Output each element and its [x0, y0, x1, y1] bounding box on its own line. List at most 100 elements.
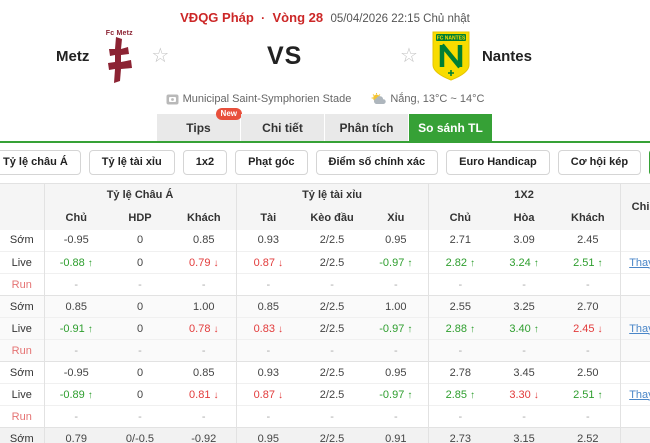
col-1x2-home: Chủ: [427, 206, 493, 230]
section-detail: Chi tiết: [619, 183, 650, 230]
corner-cell: [0, 206, 44, 230]
detail-cell: Thay đổi: [619, 317, 650, 340]
trend-down-icon: ↓: [277, 323, 283, 335]
filter-asian-handicap[interactable]: Tỷ lệ châu Á: [0, 149, 81, 175]
stadium-icon: [166, 94, 179, 104]
tab-so-sanh-tl[interactable]: So sánh TL: [409, 114, 492, 141]
odds-cell: -: [427, 405, 493, 428]
filter-over-under[interactable]: Tỷ lệ tài xỉu: [88, 149, 175, 175]
odds-cell: 2.73: [427, 427, 493, 443]
row-label-som: Sớm: [9, 234, 34, 247]
odds-cell: -: [393, 410, 398, 423]
odds-cell: 3.45: [513, 366, 535, 379]
odds-cell: 0.95: [385, 366, 407, 379]
section-asian-handicap: Tỷ lệ Châu Á: [43, 183, 237, 207]
odds-table-body: Sớm -0.95 0 0.85 0.93 2/2.5 0.95 2.71 3.09 2.45 Li…: [0, 229, 650, 443]
trend-up-icon: ↑: [87, 389, 93, 401]
odds-cell: 0: [136, 256, 144, 269]
trend-down-icon: ↓: [213, 389, 219, 401]
away-favorite-star-icon[interactable]: ☆: [400, 45, 418, 67]
odds-cell: -0.97 ↑: [379, 256, 413, 269]
sun-cloud-icon: [371, 93, 387, 104]
col-1x2-draw: Hòa: [492, 206, 557, 230]
odds-cell: 2.51 ↑: [573, 388, 603, 401]
detail-cell: [619, 339, 650, 362]
trend-down-icon: ↓: [533, 389, 539, 401]
filter-double-chance[interactable]: Cơ hội kép: [557, 149, 642, 175]
odds-cell: 3.30 ↓: [509, 388, 539, 401]
tab-tips[interactable]: Tips New: [157, 108, 242, 141]
row-label-som: Sớm: [0, 427, 44, 443]
tab-phan-tich-label: Phân tích: [339, 120, 394, 135]
odds-cell: -: [43, 339, 108, 362]
separator-dot: ·: [261, 11, 266, 25]
odds-cell: 3.24 ↑: [509, 256, 539, 269]
metz-cross-icon: [108, 36, 133, 83]
trend-up-icon: ↑: [87, 257, 93, 269]
row-label-run: Run: [11, 410, 32, 423]
odds-cell: 2/2.5: [319, 256, 345, 269]
odds-cell: 2.50: [577, 366, 599, 379]
detail-cell: [619, 405, 650, 428]
section-1x2: 1X2: [427, 183, 621, 207]
tab-chi-tiet[interactable]: Chi tiết: [241, 114, 324, 141]
tab-phan-tich[interactable]: Phân tích: [325, 114, 408, 141]
away-team-logo: FC NANTES: [432, 31, 470, 81]
row-label-run: Run: [0, 339, 44, 362]
odds-cell: 2.70: [556, 295, 621, 318]
col-1x2-away: Khách: [556, 206, 621, 230]
odds-cell: -: [43, 273, 108, 296]
odds-cell: 3.40 ↑: [492, 317, 557, 340]
odds-cell: -: [364, 339, 429, 362]
odds-row-live: Live -0.88 ↑ 0 0.79 ↓ 0.87 ↓ 2/2.5 -0.97 ↑ 2.82 ↑ 3.2…: [0, 251, 650, 274]
odds-table: Tỷ lệ Châu Á Tỷ lệ tài xỉu 1X2 Chi tiết …: [0, 183, 650, 443]
table-subheader-row: Chủ HDP Khách Tài Kèo đầu Xỉu Chủ Hòa Kh…: [0, 206, 650, 230]
odds-cell: 2.45 ↓: [556, 317, 621, 340]
odds-cell: -: [522, 410, 526, 423]
detail-cell: Thay đổi: [619, 251, 650, 274]
odds-cell: -0.91 ↑: [43, 317, 108, 340]
trend-up-icon: ↑: [597, 257, 603, 269]
venue-group: Municipal Saint-Symphorien Stade: [166, 93, 351, 105]
league-name: VĐQG Pháp: [180, 10, 254, 25]
change-history-link[interactable]: Thay đổi: [629, 388, 650, 401]
home-team-name: Metz: [56, 47, 90, 65]
trend-up-icon: ↑: [470, 389, 476, 401]
odds-cell: 2/2.5: [319, 388, 345, 401]
tab-bar: Tips New Chi tiết Phân tích So sánh TL: [0, 108, 650, 143]
odds-cell: -0.97 ↑: [364, 317, 429, 340]
table-section-header-row: Tỷ lệ Châu Á Tỷ lệ tài xỉu 1X2 Chi tiết: [0, 183, 650, 230]
odds-row-som: Sớm -0.95 0 0.85 0.93 2/2.5 0.95 2.78 3.45 2.50: [0, 361, 650, 384]
col-ou-over: Tài: [235, 206, 301, 230]
odds-cell: 0.85: [193, 234, 215, 247]
filter-euro-handicap[interactable]: Euro Handicap: [446, 149, 550, 175]
odds-cell: -0.88 ↑: [43, 251, 108, 274]
trend-up-icon: ↑: [407, 389, 413, 401]
filter-corners[interactable]: Phạt góc: [235, 149, 308, 175]
section-over-under: Tỷ lệ tài xỉu: [235, 183, 429, 207]
change-history-link[interactable]: Thay đổi: [629, 256, 650, 269]
change-history-link[interactable]: Thay đổi: [629, 322, 650, 335]
odds-cell: 0: [136, 234, 144, 247]
filter-1x2[interactable]: 1x2: [182, 149, 228, 175]
trend-down-icon: ↓: [213, 323, 219, 335]
odds-cell: 2.78: [427, 361, 493, 384]
odds-cell: 0.78 ↓: [172, 317, 237, 340]
odds-cell: 1.00: [364, 295, 429, 318]
trend-down-icon: ↓: [277, 257, 283, 269]
home-favorite-star-icon[interactable]: ☆: [151, 45, 170, 67]
trend-up-icon: ↑: [470, 323, 476, 335]
odds-cell: 0.95: [235, 427, 301, 443]
odds-cell: 2.88 ↑: [427, 317, 493, 340]
trend-down-icon: ↓: [597, 323, 603, 335]
filter-correct-score[interactable]: Điểm số chính xác: [315, 149, 439, 175]
home-logo-caption: Fc Metz: [105, 29, 133, 37]
home-team-logo: Fc Metz: [101, 30, 137, 83]
odds-cell: 2/2.5: [300, 427, 365, 443]
row-label-run: Run: [11, 278, 32, 291]
trend-down-icon: ↓: [213, 257, 219, 269]
odds-cell: 0.91: [364, 427, 429, 443]
odds-cell: 0.81 ↓: [189, 388, 219, 401]
odds-cell: 0.85: [43, 295, 108, 318]
